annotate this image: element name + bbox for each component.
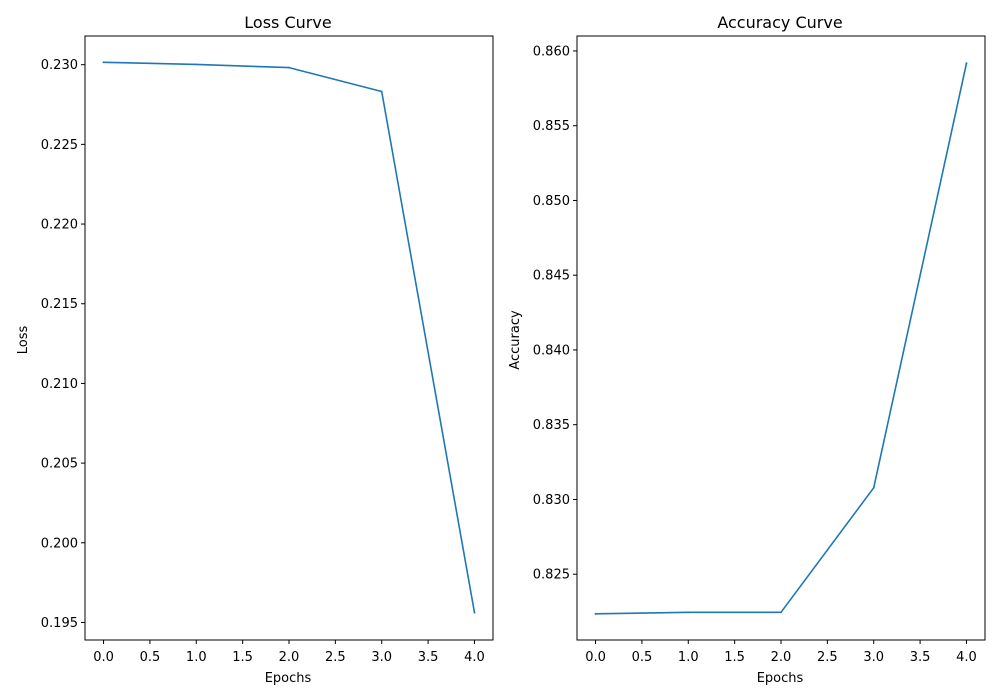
accuracy-chart-y-tick-label: 0.825 (533, 568, 570, 583)
loss-chart-x-tick-label: 1.0 (186, 650, 207, 665)
loss-chart-data-point (380, 90, 383, 93)
loss-chart-y-tick-label: 0.215 (41, 297, 78, 312)
loss-chart-y-tick-label: 0.225 (41, 138, 78, 153)
loss-chart-y-tick-label: 0.195 (41, 616, 78, 631)
loss-chart-data-point (473, 611, 476, 614)
accuracy-chart-x-tick-label: 2.0 (771, 650, 792, 665)
loss-chart-x-tick-label: 1.5 (232, 650, 253, 665)
accuracy-chart-y-tick-label: 0.845 (533, 269, 570, 284)
accuracy-chart-data-point (687, 611, 690, 614)
loss-chart-x-tick-label: 3.0 (371, 650, 392, 665)
loss-chart-x-tick-label: 4.0 (464, 650, 485, 665)
loss-chart-series-line (102, 61, 476, 614)
loss-chart-data-point (288, 66, 290, 69)
loss-chart-x-tick-label: 2.0 (279, 650, 300, 665)
accuracy-chart-x-tick-label: 1.5 (724, 650, 745, 665)
loss-chart: Loss Curve Epochs Loss 0.0 0.5 1.0 1.5 2.0 2.… (16, 13, 494, 686)
accuracy-chart-title: Accuracy Curve (717, 13, 842, 32)
accuracy-chart-y-tick-label: 0.850 (533, 194, 570, 209)
loss-chart-x-tick-label: 3.5 (418, 650, 439, 665)
accuracy-chart-data-point (594, 612, 597, 615)
accuracy-chart-y-tick-label: 0.840 (533, 343, 570, 358)
loss-chart-data-point (195, 63, 198, 66)
accuracy-chart-x-tick-label: 2.5 (817, 650, 838, 665)
accuracy-chart-xlabel: Epochs (757, 671, 804, 686)
accuracy-chart-y-tick-label: 0.835 (533, 418, 570, 433)
accuracy-chart-series-line (594, 62, 968, 615)
loss-chart-plot-frame (84, 35, 494, 641)
loss-chart-y-tick-label: 0.220 (41, 218, 78, 233)
accuracy-chart-plot-frame (576, 35, 986, 641)
accuracy-chart-x-tick-label: 3.0 (863, 650, 884, 665)
accuracy-chart-y-tick-label: 0.855 (533, 119, 570, 134)
accuracy-chart-data-point (965, 62, 968, 65)
accuracy-chart-x-tick-label: 0.5 (632, 650, 653, 665)
loss-chart-ylabel: Loss (16, 326, 31, 355)
loss-chart-y-tick-label: 0.230 (41, 58, 78, 73)
loss-chart-x-tick-label: 0.0 (93, 650, 114, 665)
accuracy-chart-x-tick-label: 3.5 (910, 650, 931, 665)
loss-chart-y-tick-label: 0.210 (41, 377, 78, 392)
accuracy-chart: Accuracy Curve Epochs Accuracy 0.0 0.5 1.0… (508, 13, 986, 686)
loss-chart-x-tick-label: 0.5 (140, 650, 161, 665)
loss-chart-y-tick-label: 0.205 (41, 457, 78, 472)
accuracy-chart-data-point (872, 486, 875, 489)
accuracy-chart-data-point (780, 611, 782, 614)
accuracy-chart-y-tick-label: 0.830 (533, 493, 570, 508)
accuracy-chart-ylabel: Accuracy (508, 310, 523, 370)
accuracy-chart-x-tick-label: 4.0 (956, 650, 977, 665)
accuracy-chart-y-tick-label: 0.860 (533, 44, 570, 59)
loss-chart-data-point (102, 61, 105, 64)
loss-chart-title: Loss Curve (244, 13, 331, 32)
loss-chart-y-tick-label: 0.200 (41, 536, 78, 551)
accuracy-chart-x-tick-label: 1.0 (678, 650, 699, 665)
loss-chart-xlabel: Epochs (265, 671, 312, 686)
accuracy-chart-x-tick-label: 0.0 (585, 650, 606, 665)
loss-chart-x-tick-label: 2.5 (325, 650, 346, 665)
